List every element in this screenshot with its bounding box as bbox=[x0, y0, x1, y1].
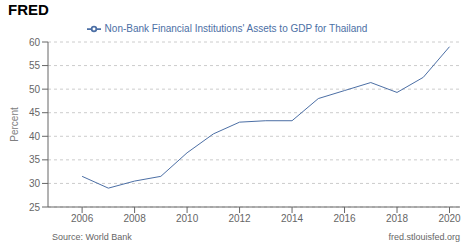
svg-text:55: 55 bbox=[29, 60, 41, 71]
svg-text:60: 60 bbox=[29, 37, 41, 48]
svg-text:30: 30 bbox=[29, 178, 41, 189]
svg-text:2016: 2016 bbox=[333, 213, 356, 224]
svg-text:35: 35 bbox=[29, 154, 41, 165]
svg-text:Percent: Percent bbox=[9, 107, 20, 142]
svg-text:2010: 2010 bbox=[176, 213, 199, 224]
html-text:Non-Bank Financial Institution: Non-Bank Financial Institutions' Assets … bbox=[104, 22, 368, 34]
svg-text:45: 45 bbox=[29, 107, 41, 118]
svg-text:2012: 2012 bbox=[228, 213, 251, 224]
svg-text:50: 50 bbox=[29, 84, 41, 95]
svg-text:2020: 2020 bbox=[438, 213, 461, 224]
svg-text:2018: 2018 bbox=[386, 213, 409, 224]
html-text:fred.stlouisfed.org: fred.stlouisfed.org bbox=[388, 232, 460, 242]
svg-text:40: 40 bbox=[29, 131, 41, 142]
svg-text:2014: 2014 bbox=[281, 213, 304, 224]
svg-text:2008: 2008 bbox=[123, 213, 146, 224]
html-text:Source: World Bank: Source: World Bank bbox=[52, 232, 132, 242]
svg-text:25: 25 bbox=[29, 202, 41, 213]
html-text:FRED: FRED bbox=[8, 1, 49, 18]
svg-text:2006: 2006 bbox=[71, 213, 94, 224]
